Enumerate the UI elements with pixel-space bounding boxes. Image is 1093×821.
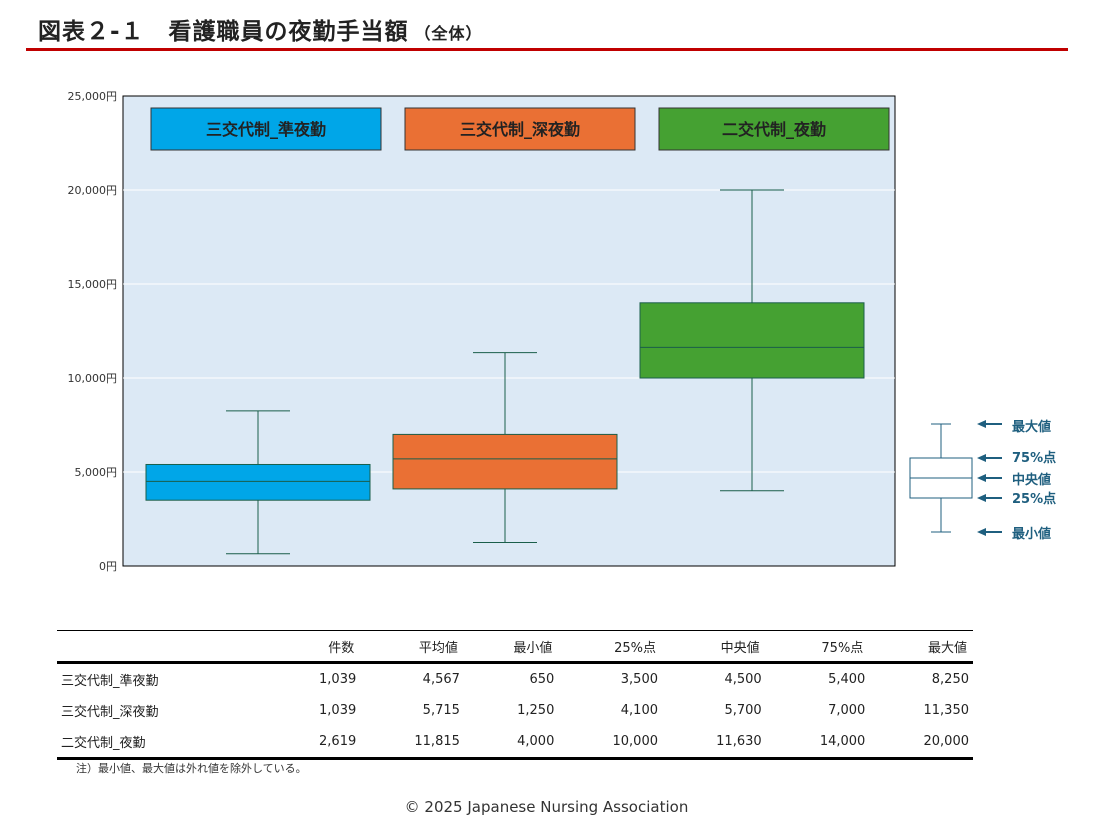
table-cell: 20,000	[869, 726, 973, 760]
title-main: 図表２-１ 看護職員の夜勤手当額	[38, 19, 409, 45]
table-header-row: 件数 平均値 最小値 25%点 中央値 75%点 最大値	[57, 630, 973, 664]
page-title: 図表２-１ 看護職員の夜勤手当額 （全体）	[38, 12, 483, 46]
boxplot-chart: 0円 5,000円 10,000円 15,000円 20,000円 25,000円三交代制…	[68, 90, 1057, 573]
footnote: 注）最小値、最大値は外れ値を除外している。	[76, 762, 307, 775]
table-cell: 5,400	[828, 672, 866, 687]
series-label: 二交代制_夜勤	[722, 120, 826, 139]
iqr-box	[392, 433, 618, 490]
table-cell: 5,715	[422, 703, 460, 718]
y-tick-label: 0円	[99, 560, 117, 573]
y-tick-label: 5,000円	[75, 466, 118, 479]
table-header-cell	[57, 630, 274, 664]
table-row-label: 二交代制_夜勤	[57, 726, 274, 760]
table-cell: 650	[529, 672, 555, 687]
table-row: 二交代制_夜勤 2,619 11,815 4,000 10,000 11,630…	[57, 726, 973, 760]
table-header-cell: 中央値	[662, 630, 766, 664]
table-cell: 7,000	[828, 703, 866, 718]
table-cell: 11,815	[360, 726, 464, 760]
iqr-box	[639, 302, 865, 379]
table-row: 三交代制_準夜勤 1,039 4,567 650 3,500 4,500 5,4…	[57, 663, 973, 696]
key-arrowhead	[977, 494, 986, 502]
table-cell: 2,619	[273, 726, 361, 760]
table-header-cell: 最大値	[869, 630, 973, 664]
key-label: 25%点	[1012, 491, 1056, 507]
y-tick-label: 25,000円	[68, 90, 118, 103]
key-label: 75%点	[1012, 450, 1056, 466]
table-cell: 4,100	[620, 703, 658, 718]
table-cell: 1,039	[319, 703, 357, 718]
table-cell: 4,567	[422, 672, 460, 687]
series-label-box	[404, 107, 636, 151]
table-header-cell: 平均値	[360, 630, 464, 664]
table-cell: 11,350	[923, 703, 970, 718]
series-label-box	[150, 107, 382, 151]
iqr-box	[145, 463, 371, 501]
table-row-label: 三交代制_準夜勤	[61, 674, 159, 689]
table-row: 三交代制_深夜勤 1,039 5,715 1,250 4,100 5,700 7…	[57, 695, 973, 726]
title-underline	[26, 48, 1068, 51]
table-cell: 1,039	[319, 672, 357, 687]
table-header-cell: 最小値	[463, 630, 559, 664]
table-cell: 4,500	[724, 672, 762, 687]
table-header-cell: 25%点	[558, 630, 662, 664]
table-row-label: 三交代制_深夜勤	[61, 705, 159, 720]
title-sub: （全体）	[414, 24, 483, 43]
table-cell: 4,000	[463, 726, 559, 760]
key-label: 中央値	[1012, 472, 1051, 488]
y-tick-label: 15,000円	[68, 278, 118, 291]
table-cell: 3,500	[620, 672, 658, 687]
key-arrowhead	[977, 454, 986, 462]
series-label: 三交代制_準夜勤	[206, 120, 326, 139]
table-cell: 5,700	[724, 703, 762, 718]
key-label: 最小値	[1012, 526, 1051, 542]
table-cell: 1,250	[517, 703, 555, 718]
table-cell: 11,630	[662, 726, 766, 760]
series-label-box	[658, 107, 890, 151]
table-cell: 14,000	[765, 726, 870, 760]
key-arrowhead	[977, 420, 986, 428]
table-header-cell: 件数	[273, 630, 361, 664]
summary-table: 件数 平均値 最小値 25%点 中央値 75%点 最大値 三交代制_準夜勤 1,…	[57, 630, 973, 760]
y-tick-label: 20,000円	[68, 184, 118, 197]
table-cell: 8,250	[931, 672, 969, 687]
key-label: 最大値	[1012, 419, 1051, 435]
table-cell: 10,000	[558, 726, 662, 760]
key-arrowhead	[977, 528, 986, 536]
y-tick-label: 10,000円	[68, 372, 118, 385]
table-header-cell: 75%点	[765, 630, 870, 664]
series-label: 三交代制_深夜勤	[460, 120, 580, 139]
key-arrowhead	[977, 474, 986, 482]
copyright: © 2025 Japanese Nursing Association	[404, 798, 689, 816]
